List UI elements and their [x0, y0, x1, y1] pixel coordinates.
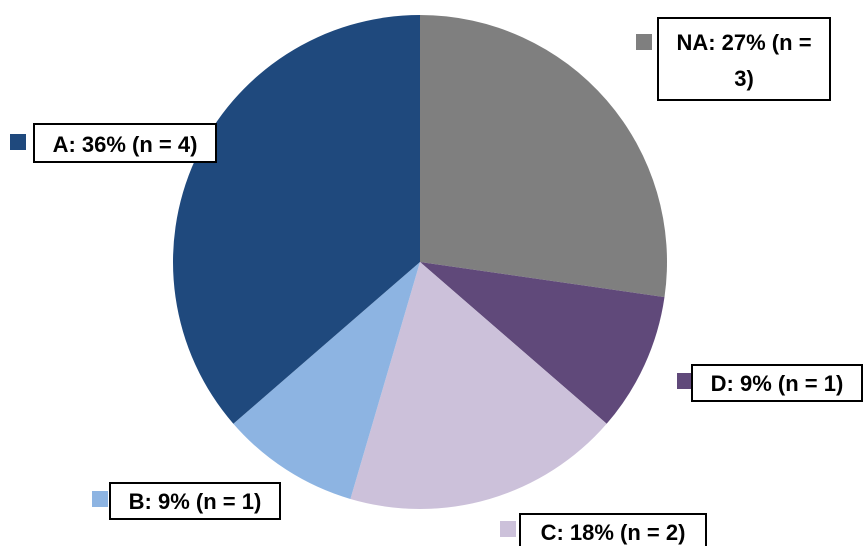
label-box-d	[691, 364, 863, 402]
label-swatch-d	[677, 373, 693, 389]
label-swatch-a	[10, 134, 26, 150]
label-swatch-c	[500, 521, 516, 537]
pie-slice-na	[420, 15, 667, 298]
data-label-na-line2: 3)	[734, 66, 754, 91]
slice-labels: NA: 27% (n = 3) D: 9% (n = 1) C: 18% (n = 2…	[10, 17, 863, 546]
label-swatch-b	[92, 491, 108, 507]
data-label-na: NA: 27% (n =	[676, 30, 811, 55]
data-label-d: D: 9% (n = 1)	[711, 371, 844, 396]
data-label-c: C: 18% (n = 2)	[541, 520, 686, 545]
label-box-c	[519, 513, 707, 546]
data-label-a: A: 36% (n = 4)	[53, 132, 198, 157]
label-box-b	[109, 482, 281, 520]
slice-label-c: C: 18% (n = 2)	[500, 513, 707, 546]
data-label-b: B: 9% (n = 1)	[129, 489, 262, 514]
pie-slice-c	[350, 262, 607, 509]
pie-slice-d	[420, 262, 665, 424]
slice-label-b: B: 9% (n = 1)	[92, 482, 281, 520]
slice-label-d: D: 9% (n = 1)	[677, 364, 863, 402]
slice-label-a: A: 36% (n = 4)	[10, 123, 217, 163]
label-box-na	[657, 17, 831, 101]
pie-slice-b	[233, 262, 420, 499]
pie-slice-a	[173, 15, 420, 424]
pie-slices	[173, 15, 667, 509]
slice-label-na: NA: 27% (n = 3)	[636, 17, 831, 101]
label-box-a	[33, 123, 217, 163]
label-swatch-na	[636, 34, 652, 50]
